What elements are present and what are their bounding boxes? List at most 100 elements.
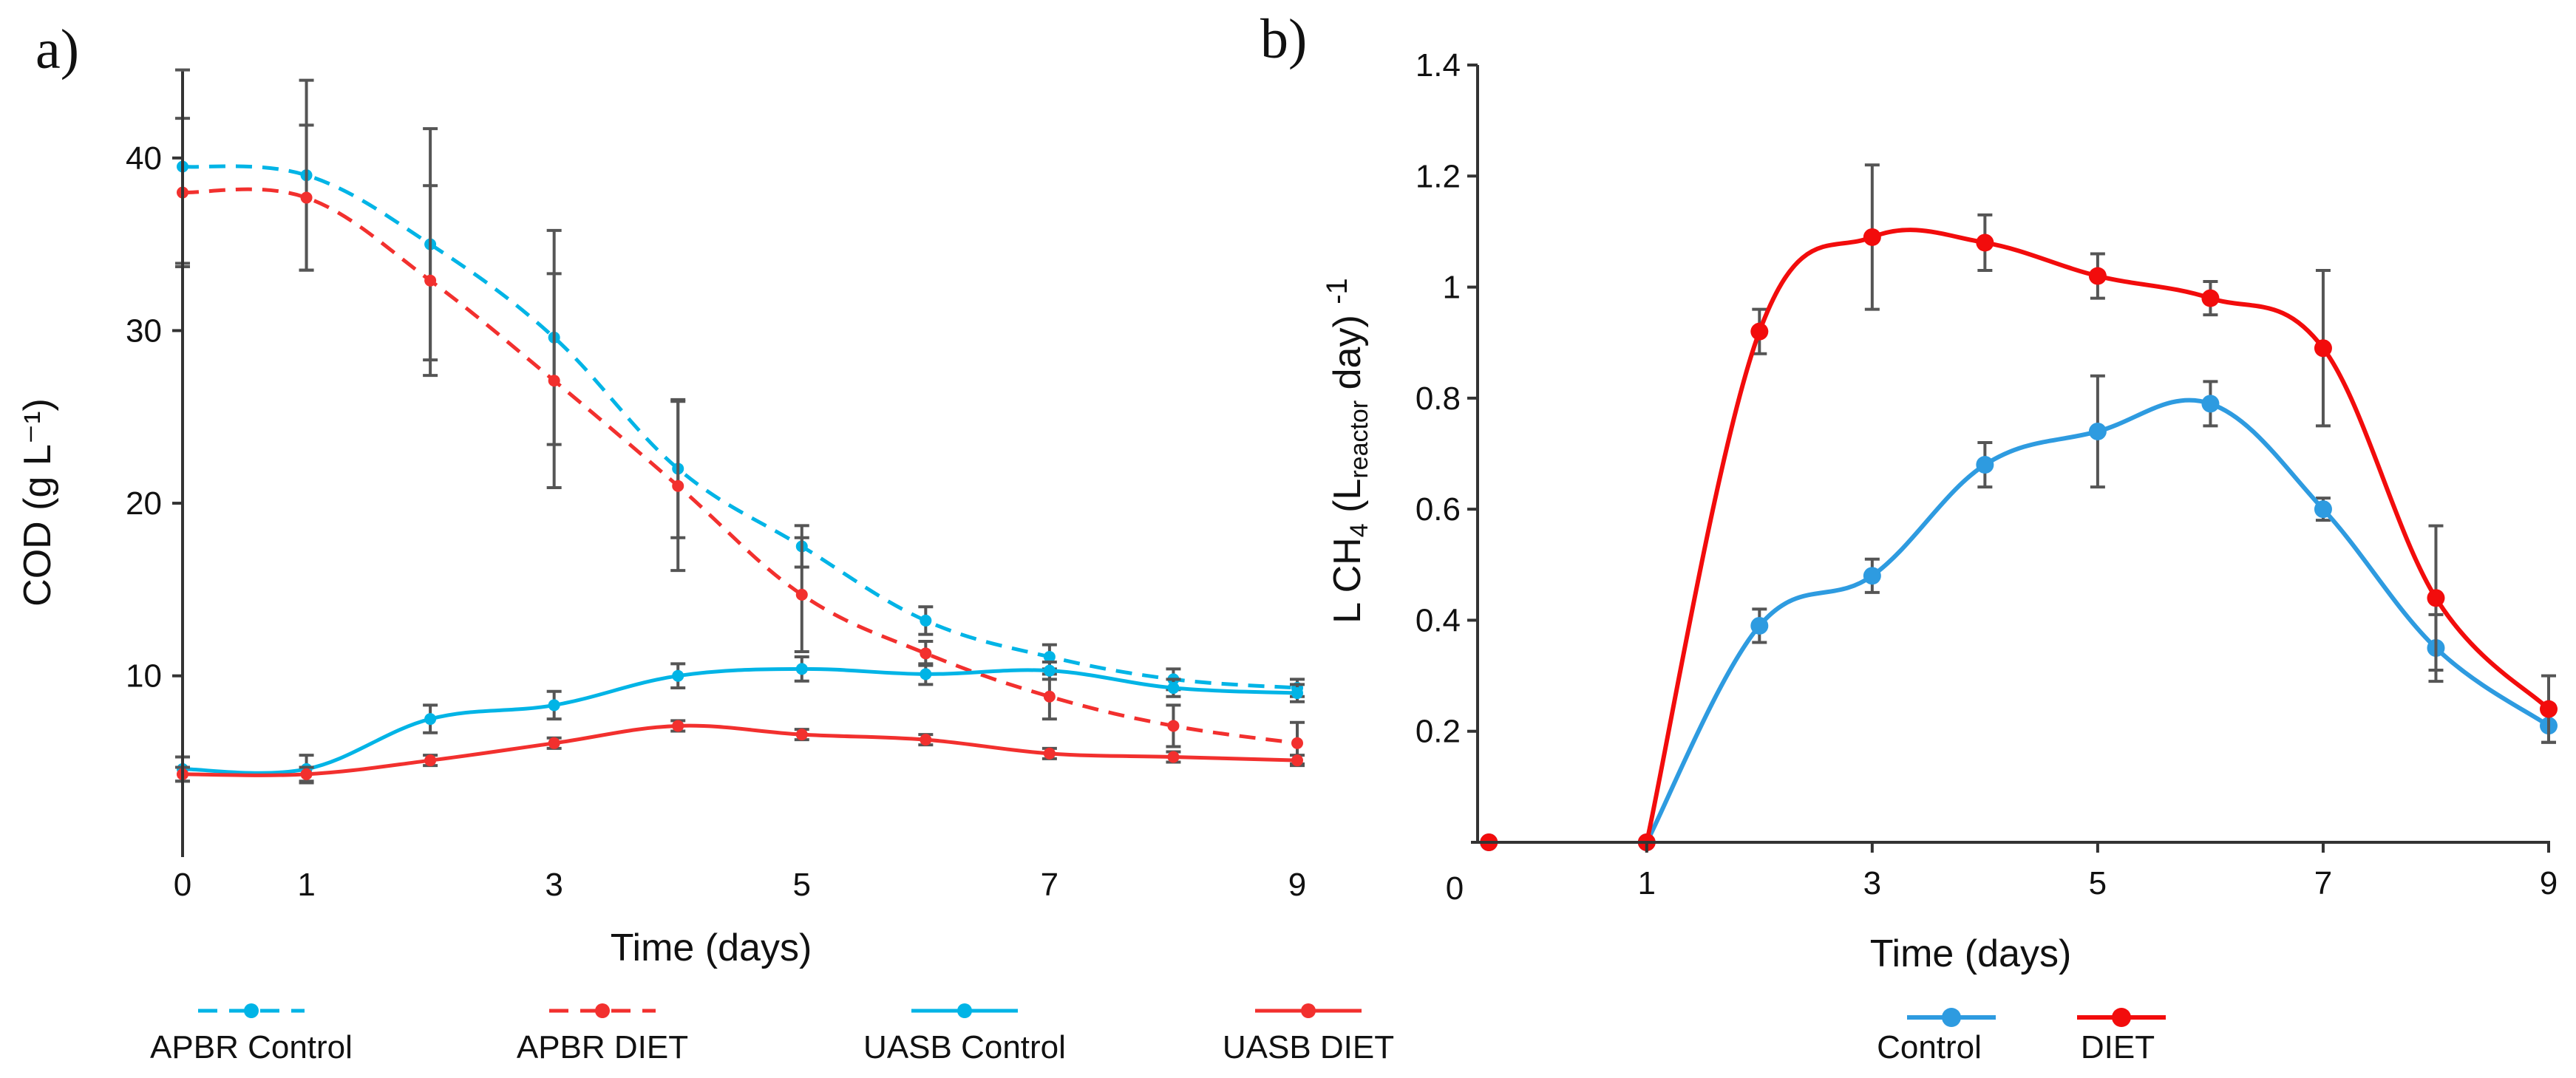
panel-a-x-tick-label: 7 bbox=[1041, 867, 1058, 903]
panel-a-legend-item: APBR Control bbox=[150, 1003, 353, 1065]
panel-b-data-point bbox=[2314, 339, 2332, 358]
panel-a-series-apbr-control bbox=[175, 68, 1305, 698]
panel-a-x-tick-label: 5 bbox=[793, 867, 811, 903]
panel-b-data-point bbox=[2201, 289, 2220, 307]
panel-a-legend-label: UASB DIET bbox=[1223, 1029, 1394, 1065]
panel-b-data-point bbox=[2088, 267, 2107, 285]
panel-a-legend-swatch-marker bbox=[957, 1003, 972, 1018]
panel-b-legend-item: DIET bbox=[2077, 1008, 2166, 1065]
panel-a-y-tick-label: 20 bbox=[126, 485, 162, 522]
panel-a-data-point bbox=[1167, 720, 1180, 732]
panel-b-legend-swatch-marker bbox=[1942, 1008, 1961, 1027]
panel-a-y-tick-label: 40 bbox=[126, 140, 162, 177]
panel-b-data-point bbox=[2088, 422, 2107, 440]
panel-a-data-point bbox=[300, 768, 313, 780]
panel-a-label: a) bbox=[35, 18, 79, 81]
panel-b-legend-item: Control bbox=[1877, 1008, 1996, 1065]
panel-a-y-tick-label: 10 bbox=[126, 658, 162, 695]
panel-b-x-tick-label: 1 bbox=[1638, 865, 1656, 901]
panel-a-x-tick-label: 0 bbox=[174, 867, 191, 903]
panel-b-y-tick-label: 0.8 bbox=[1416, 381, 1461, 417]
panel-a-data-point bbox=[672, 480, 684, 492]
panel-a-data-point bbox=[548, 737, 560, 749]
panel-b-data-point bbox=[1976, 456, 1994, 474]
panel-a-data-point bbox=[920, 614, 932, 627]
panel-a-data-point bbox=[1043, 747, 1056, 760]
panel-a-data-point bbox=[548, 699, 560, 712]
panel-b-data-point bbox=[1863, 228, 1881, 246]
panel-a-series-line bbox=[182, 723, 1298, 777]
panel-b-y-tick-label: 1 bbox=[1443, 270, 1461, 306]
panel-b-label: b) bbox=[1260, 8, 1307, 70]
panel-a-data-point bbox=[672, 669, 684, 682]
panel-a-data-point bbox=[920, 647, 932, 660]
panel-a-series-line bbox=[182, 187, 1298, 746]
panel-b-legend: Control DIET bbox=[1877, 1008, 2166, 1065]
panel-b-x-tick-label: 7 bbox=[2314, 865, 2332, 901]
panel-b-y-tick-label: 1.4 bbox=[1416, 47, 1461, 83]
panel-a-data-point bbox=[1043, 690, 1056, 703]
panel-b-origin-label: 0 bbox=[1446, 870, 1464, 907]
panel-a-series-line bbox=[182, 164, 1298, 690]
panel-b-data-point bbox=[1750, 616, 1769, 635]
panel-b-y-tick-label: 0.2 bbox=[1416, 714, 1461, 750]
panel-b-y-tick-label: 1.2 bbox=[1416, 158, 1461, 194]
panel-b-x-axis-title: Time (days) bbox=[1870, 932, 2072, 975]
panel-a-data-point bbox=[1291, 737, 1303, 749]
panel-a-x-tick-label: 3 bbox=[545, 867, 563, 903]
panel-b-x-tick-label: 9 bbox=[2540, 865, 2558, 901]
panel-a-data-point bbox=[1167, 682, 1180, 695]
panel-a-y-tick-label: 30 bbox=[126, 313, 162, 349]
panel-b-data-point bbox=[2201, 395, 2220, 413]
panel-a-series-uasb-diet bbox=[175, 719, 1305, 783]
panel-b-series-diet bbox=[1480, 163, 2558, 851]
panel-a-x-tick-label: 1 bbox=[297, 867, 315, 903]
panel-a-data-point bbox=[1291, 687, 1303, 700]
panel-a-x-tick-label: 9 bbox=[1288, 867, 1306, 903]
panel-a-legend-swatch-marker bbox=[595, 1003, 610, 1018]
panel-b-data-point bbox=[1863, 567, 1881, 585]
panel-a-legend-swatch-marker bbox=[1301, 1003, 1316, 1018]
panel-a-data-point bbox=[548, 375, 560, 387]
panel-b-y-tick-label: 0.6 bbox=[1416, 491, 1461, 528]
panel-a-data-point bbox=[1167, 751, 1180, 763]
panel-a-data-point bbox=[1043, 650, 1056, 663]
panel-a-legend-swatch-marker bbox=[244, 1003, 259, 1018]
panel-a-data-point bbox=[300, 191, 313, 204]
panel-b-legend-swatch-marker bbox=[2112, 1008, 2131, 1027]
panel-b-data-point bbox=[2540, 700, 2558, 718]
panel-a-data-point bbox=[920, 734, 932, 746]
panel-a-legend-item: APBR DIET bbox=[517, 1003, 688, 1065]
panel-a-data-point bbox=[424, 754, 437, 767]
panel-a-data-point bbox=[1291, 754, 1303, 767]
panel-a-legend-item: UASB DIET bbox=[1223, 1003, 1394, 1065]
panel-a-legend-item: UASB Control bbox=[863, 1003, 1066, 1065]
panel-a-data-point bbox=[795, 729, 808, 741]
panel-a-legend-label: UASB Control bbox=[863, 1029, 1066, 1065]
panel-a-series-line bbox=[182, 666, 1298, 775]
panel-a-data-point bbox=[424, 713, 437, 726]
panel-b-methane-chart: b) 0.2 0.4 0.6 0.8 1 1.2 1.4 1 3 5 7 9 0 Time (days)… bbox=[1260, 8, 2558, 1065]
panel-a-data-point bbox=[795, 663, 808, 675]
panel-a-series-uasb-control bbox=[175, 655, 1305, 785]
panel-a-cod-chart: a) 10 20 30 40 0 1 3 5 7 9 Time (days) COD (g L⁻¹… bbox=[16, 18, 1394, 1065]
panel-a-data-point bbox=[1043, 664, 1056, 677]
panel-b-data-point bbox=[2427, 589, 2445, 607]
panel-b-data-point bbox=[2314, 500, 2332, 519]
panel-b-series-control bbox=[1480, 374, 2558, 851]
panel-b-y-axis-title: L CH4 (Lreactor day) -1 bbox=[1321, 278, 1373, 624]
panel-a-data-point bbox=[672, 720, 684, 732]
panel-a-legend: APBR Control APBR DIET UASB Control UASB DI… bbox=[150, 1003, 1394, 1065]
panel-a-data-point bbox=[795, 588, 808, 601]
panel-b-x-tick-label: 3 bbox=[1863, 865, 1881, 901]
panel-b-legend-label: DIET bbox=[2081, 1029, 2155, 1065]
panel-b-data-point bbox=[1750, 322, 1769, 341]
panel-b-x-tick-label: 5 bbox=[2089, 865, 2107, 901]
panel-a-data-point bbox=[920, 668, 932, 680]
panel-a-series-apbr-diet bbox=[175, 117, 1305, 765]
panel-b-legend-label: Control bbox=[1877, 1029, 1982, 1065]
panel-a-legend-label: APBR Control bbox=[150, 1029, 353, 1065]
panel-b-y-tick-label: 0.4 bbox=[1416, 602, 1461, 638]
panel-b-series-line bbox=[1644, 228, 2551, 843]
